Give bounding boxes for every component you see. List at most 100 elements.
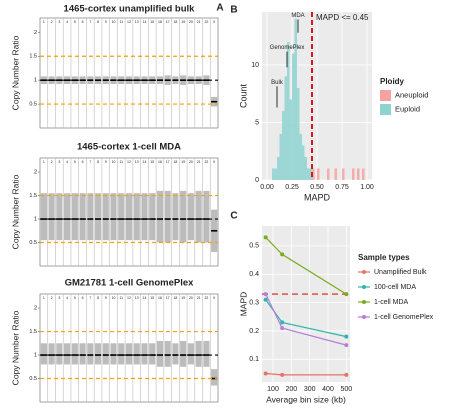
point-spread: [149, 343, 156, 365]
point-spread: [203, 190, 210, 243]
chromosome-label: 21: [197, 160, 201, 164]
chromosome-label: 17: [166, 20, 170, 24]
chromosome-label: 22: [204, 20, 208, 24]
chromosome-label: 6: [82, 160, 84, 164]
x-tick-label: 0.75: [335, 184, 349, 191]
point-spread: [125, 343, 133, 365]
point-spread: [164, 340, 171, 367]
legend-label: 100-cell MDA: [374, 284, 416, 291]
chromosome-label: 15: [150, 296, 154, 300]
series-point: [280, 372, 285, 377]
chromosome-label: 7: [89, 296, 91, 300]
point-spread: [180, 190, 187, 243]
point-spread: [118, 193, 125, 241]
histogram-bar: [297, 87, 300, 180]
chromosome-label: X: [213, 296, 216, 300]
legend-swatch: [380, 104, 391, 115]
y-tick-label: 1.5: [29, 329, 37, 335]
legend-swatch: [380, 90, 391, 101]
chromosome-label: 22: [204, 296, 208, 300]
chromosome-label: 13: [135, 160, 139, 164]
point-spread: [64, 193, 71, 241]
chromosome-label: 10: [112, 296, 116, 300]
point-spread: [40, 343, 47, 365]
legend-dot: [362, 300, 366, 304]
point-spread: [79, 343, 86, 365]
histogram-bar: [304, 156, 307, 180]
x-tick-label: 400: [322, 386, 334, 393]
panel-label: A: [216, 3, 223, 14]
point-spread: [110, 343, 117, 365]
chromosome-label: 20: [189, 20, 193, 24]
y-tick-label: 1: [34, 352, 37, 358]
x-tick-label: 1.00: [360, 184, 374, 191]
y-tick-label: 5: [255, 119, 259, 126]
chromosome-label: 5: [74, 160, 76, 164]
histogram-bar: [277, 156, 280, 180]
chromosome-label: 14: [143, 20, 147, 24]
histogram-bar: [352, 168, 355, 180]
annotation: GenomePlex: [270, 45, 305, 51]
panel-label: C: [230, 211, 237, 222]
chromosome-label: 19: [181, 20, 185, 24]
plot-frame: [39, 17, 219, 129]
point-spread: [102, 343, 109, 365]
histogram-bar: [279, 133, 282, 180]
y-axis-label: Copy Number Ratio: [10, 174, 20, 249]
chromosome-label: 1: [43, 20, 45, 24]
y-tick-label: 10: [251, 62, 259, 69]
chromosome-label: 21: [197, 20, 201, 24]
chromosome-label: 3: [58, 296, 60, 300]
histogram-bar: [294, 18, 297, 180]
y-tick-label: 1: [34, 216, 37, 222]
chromosome-label: 8: [97, 20, 99, 24]
point-spread: [133, 193, 140, 241]
annotation: Bulk: [271, 80, 284, 86]
x-axis-label: MAPD: [304, 192, 331, 202]
histogram-bar: [287, 41, 290, 180]
point-spread: [94, 343, 102, 365]
chromosome-label: 9: [105, 20, 107, 24]
chart-title: 1465-cortex 1-cell MDA: [77, 142, 181, 153]
legend-label: Unamplified Bulk: [374, 269, 427, 276]
point-spread: [87, 193, 94, 241]
point-spread: [195, 340, 202, 367]
histogram-bar: [272, 168, 275, 180]
chromosome-label: 1: [43, 160, 45, 164]
series-point: [344, 292, 349, 297]
histogram-bar: [312, 168, 315, 180]
histogram-bar: [362, 168, 365, 180]
chromosome-label: 11: [119, 296, 123, 300]
point-spread: [71, 193, 78, 241]
point-spread: [141, 343, 148, 365]
point-spread: [187, 193, 194, 241]
point-spread: [118, 343, 125, 365]
chromosome-label: 8: [97, 160, 99, 164]
point-spread: [164, 190, 171, 243]
chromosome-label: 6: [82, 20, 84, 24]
point-spread: [172, 343, 179, 365]
chromosome-label: 12: [127, 20, 131, 24]
chromosome-label: 15: [150, 20, 154, 24]
point-spread: [110, 193, 117, 241]
chromosome-label: 15: [150, 160, 154, 164]
chromosome-label: 20: [189, 296, 193, 300]
y-tick-label: 0.1: [249, 356, 259, 363]
legend-dot: [362, 315, 366, 319]
y-tick-label: 0.2: [249, 328, 259, 335]
chromosome-label: X: [213, 160, 216, 164]
point-spread: [180, 340, 187, 367]
chromosome-label: 16: [158, 160, 162, 164]
chromosome-label: 13: [135, 20, 139, 24]
chromosome-label: 6: [82, 296, 84, 300]
chromosome-label: 22: [204, 160, 208, 164]
point-spread: [203, 340, 210, 367]
chromosome-label: 3: [58, 20, 60, 24]
chromosome-label: 7: [89, 160, 91, 164]
x-tick-label: 0.25: [285, 184, 299, 191]
y-tick-label: 2: [34, 170, 37, 176]
x-tick-label: 100: [267, 386, 279, 393]
point-spread: [56, 193, 63, 241]
chromosome-label: 2: [51, 20, 53, 24]
histogram-bar: [317, 168, 320, 180]
